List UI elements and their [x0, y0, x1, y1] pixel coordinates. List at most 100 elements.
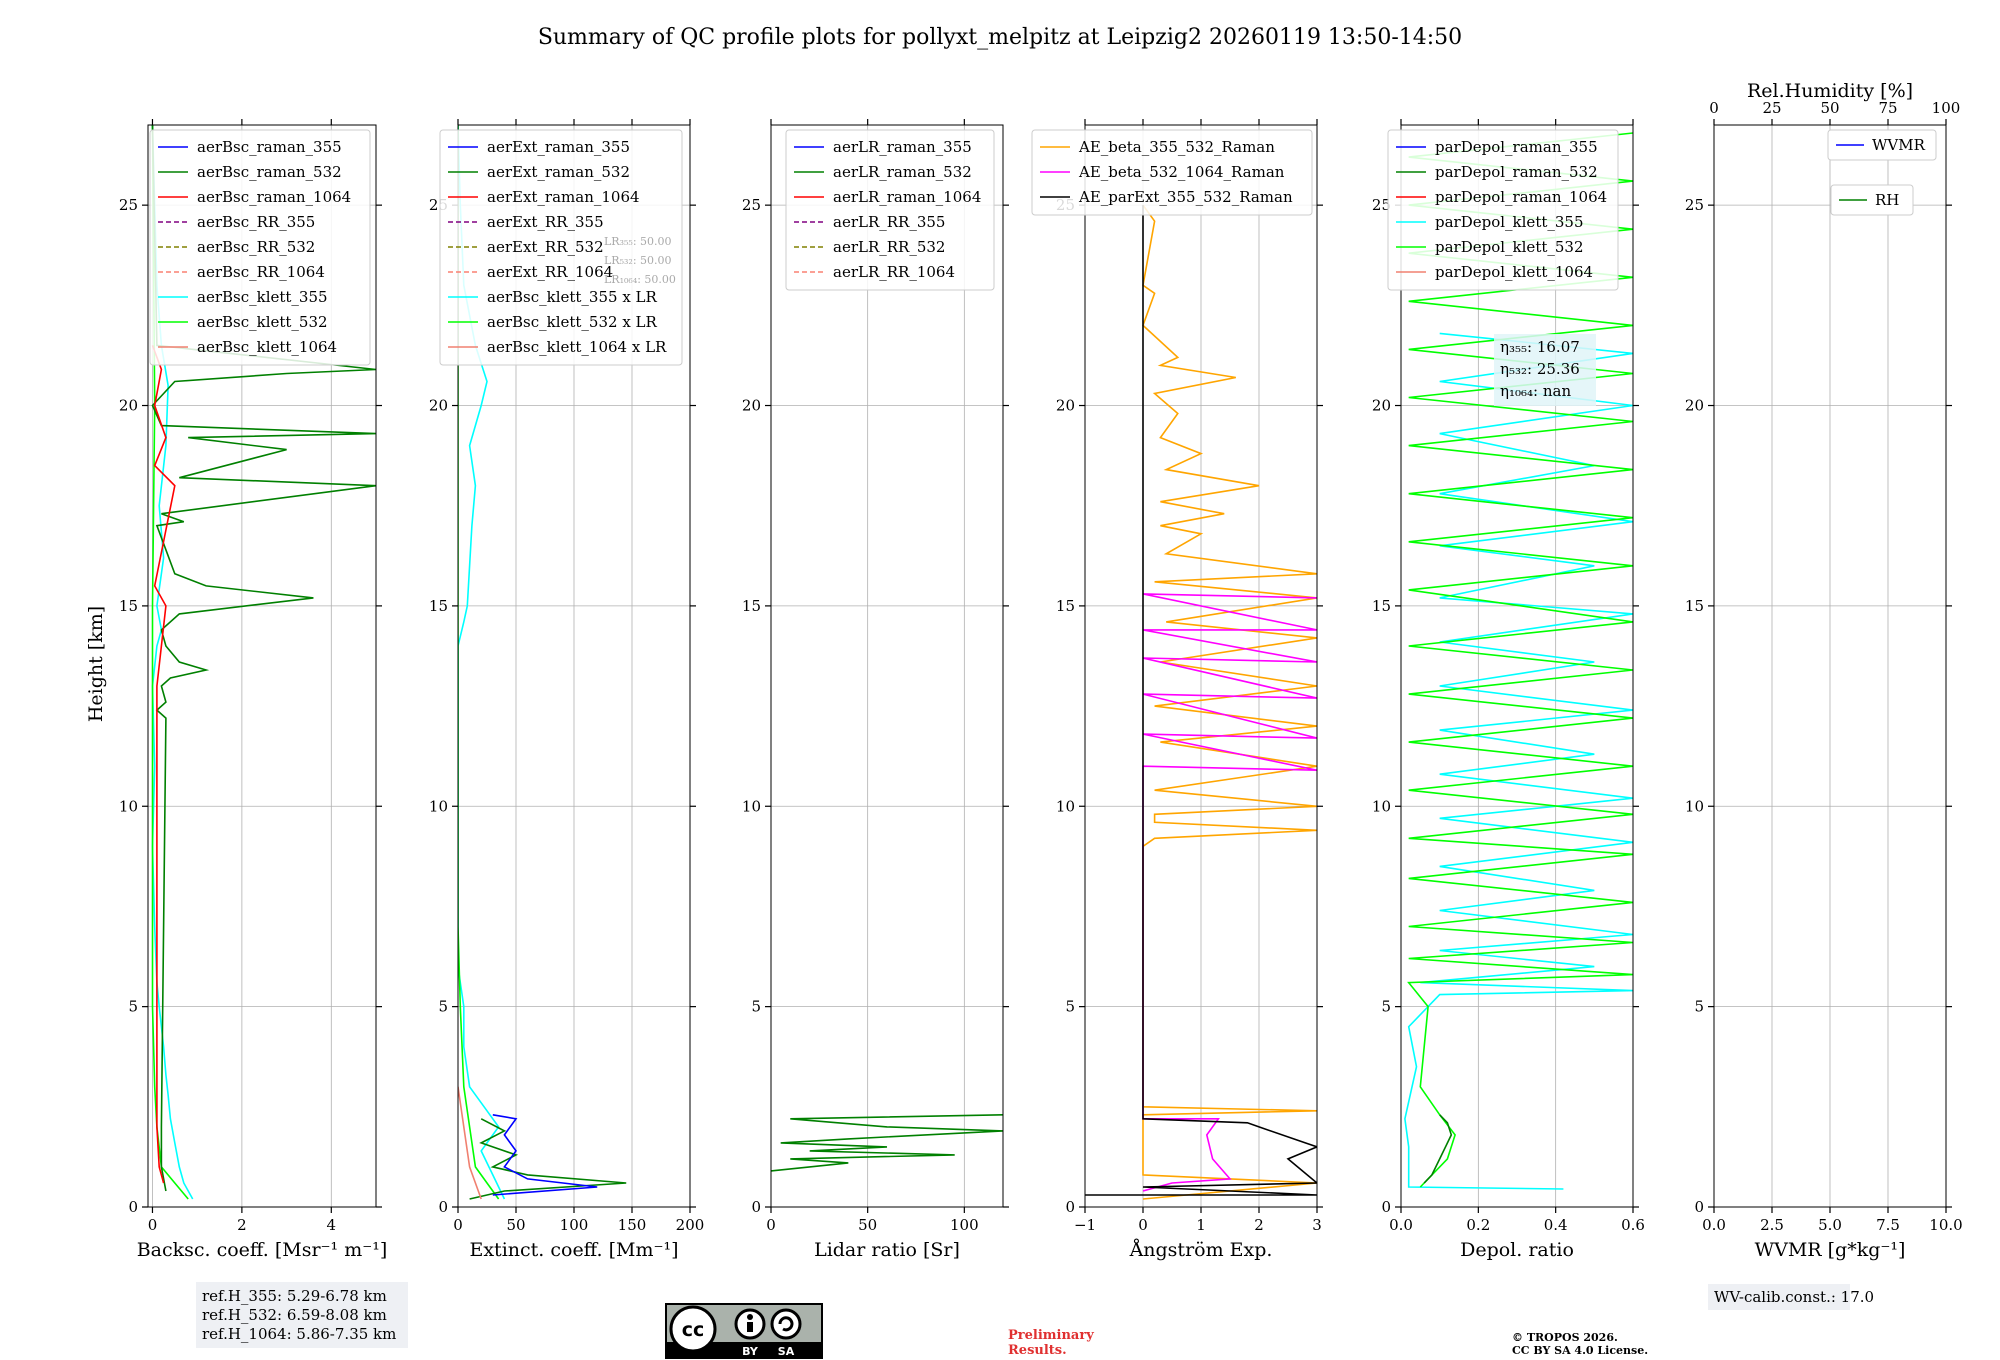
legend-label-ae-0: AE_beta_355_532_Raman	[1078, 138, 1275, 156]
ytick-label-lr-3: 15	[742, 597, 761, 615]
ytick-label-ext-0: 0	[438, 1198, 448, 1216]
legend-label-ae-1: AE_beta_532_1064_Raman	[1078, 163, 1285, 181]
eta-355: η₃₅₅: 16.07	[1500, 338, 1580, 356]
legend-label-lr-2: aerLR_raman_1064	[833, 188, 981, 206]
series-bsc-aerBsc_klett_355	[151, 125, 194, 1200]
legend-label-lr-1: aerLR_raman_532	[833, 163, 972, 181]
ytick-label-bsc-2: 10	[119, 797, 138, 815]
series-ext-aerBsc_klett_1064 x LR	[458, 1086, 482, 1200]
legend-box-depol	[1387, 129, 1619, 291]
xlabel-ext: Extinct. coeff. [Mm⁻¹]	[469, 1239, 678, 1261]
ytick-label-ae-4: 20	[1056, 397, 1075, 415]
legend-label-ext-8: aerBsc_klett_1064 x LR	[487, 338, 667, 356]
lr-info-1064: LR₁₀₆₄: 50.00	[604, 273, 676, 286]
legend-label-ext-7: aerBsc_klett_532 x LR	[487, 313, 658, 331]
series-depol-parDepol_raman_532	[1423, 1114, 1453, 1184]
ref-height-1064: ref.H_1064: 5.86-7.35 km	[202, 1325, 396, 1343]
xlabel-depol: Depol. ratio	[1460, 1239, 1574, 1261]
lr-info-532: LR₅₃₂: 50.00	[604, 254, 672, 267]
legend-label-bsc-2: aerBsc_raman_1064	[197, 188, 351, 206]
ytick-label-bsc-3: 15	[119, 597, 138, 615]
ref-heights-box: ref.H_355: 5.29-6.78 km ref.H_532: 6.59-…	[196, 1282, 408, 1348]
ytick-label-ae-1: 5	[1065, 998, 1075, 1016]
legend-label-wv-0: WVMR	[1872, 136, 1926, 154]
legend-label-lr-0: aerLR_raman_355	[833, 138, 972, 156]
ytick-label-depol-5: 25	[1372, 196, 1391, 214]
ytick-label-bsc-4: 20	[119, 397, 138, 415]
legend-label-ext-1: aerExt_raman_532	[487, 163, 630, 181]
lr-info-355: LR₃₅₅: 50.00	[604, 235, 672, 248]
xtick-label-ext-4: 200	[676, 1216, 705, 1234]
ytick-label-ae-2: 10	[1056, 797, 1075, 815]
xtick-label-ext-0: 0	[453, 1216, 463, 1234]
legend-label-ext-0: aerExt_raman_355	[487, 138, 630, 156]
xtick-label-ext-2: 100	[560, 1216, 589, 1234]
legend-label-lr-5: aerLR_RR_1064	[833, 263, 955, 281]
series-bsc-aerBsc_raman_532	[151, 125, 376, 1192]
legend-box-lr	[785, 129, 995, 291]
ytick-label-depol-0: 0	[1381, 1198, 1391, 1216]
legend-label-bsc-3: aerBsc_RR_355	[197, 213, 315, 231]
eta-1064: η₁₀₆₄: nan	[1500, 382, 1571, 400]
xtick-label-ae-2: 1	[1196, 1216, 1206, 1234]
panel-depol: 0.0 0.2 0.4 0.6 0 5 10 15 20 25 Depol. ratio parDep…	[1372, 119, 1645, 1261]
ytick-label-lr-1: 5	[751, 998, 761, 1016]
xtick-label-bsc-0: 0	[148, 1216, 158, 1234]
legend-box-ae	[1031, 129, 1313, 216]
cc-by-label: BY	[742, 1345, 759, 1358]
xtick-label-ae-0: −1	[1074, 1216, 1096, 1234]
ytick-label-lr-0: 0	[751, 1198, 761, 1216]
ytick-label-depol-4: 20	[1372, 397, 1391, 415]
panel-ae: −101230510152025Ångström Exp.AE_beta_355…	[1031, 119, 1323, 1261]
ytick-label-bsc-5: 25	[119, 196, 138, 214]
shared-y-label: Height [km]	[85, 606, 107, 722]
xtick-label-wv-1: 2.5	[1760, 1216, 1784, 1234]
ytick-label-wv-5: 25	[1685, 196, 1704, 214]
legend-label-bsc-8: aerBsc_klett_1064	[197, 338, 337, 356]
legend-label-bsc-7: aerBsc_klett_532	[197, 313, 328, 331]
xtick-label-ext-3: 150	[618, 1216, 647, 1234]
legend-label-lr-3: aerLR_RR_355	[833, 213, 945, 231]
ytick-label-wv-4: 20	[1685, 397, 1704, 415]
copyright-note: © TROPOS 2026. CC BY SA 4.0 License.	[1512, 1331, 1648, 1357]
preliminary-note: Preliminary Results.	[1008, 1328, 1094, 1358]
axes-frame-depol	[1400, 124, 1634, 1208]
legend-label-depol-4: parDepol_klett_532	[1435, 238, 1584, 256]
panel-lr: 0 50 100 0 5 10 15 20 25 Lidar ratio [Sr] aerLR_ra…	[742, 119, 1009, 1261]
legend-box-ext	[439, 129, 683, 366]
xtick-label-wv-0: 0.0	[1702, 1216, 1726, 1234]
top-xtick-label-wv-3: 75	[1878, 99, 1897, 117]
ytick-label-depol-1: 5	[1381, 998, 1391, 1016]
lr-info: LR₃₅₅: 50.00 LR₅₃₂: 50.00 LR₁₀₆₄: 50.00	[604, 235, 676, 286]
ytick-label-ext-2: 10	[429, 797, 448, 815]
wv-calib-text: WV-calib.const.: 17.0	[1714, 1288, 1874, 1306]
series-depol-parDepol_klett_355	[1404, 332, 1633, 1190]
xtick-label-depol-3: 0.6	[1621, 1216, 1645, 1234]
legend-label-bsc-0: aerBsc_raman_355	[197, 138, 342, 156]
xtick-label-bsc-1: 2	[237, 1216, 247, 1234]
legend-label-bsc-1: aerBsc_raman_532	[197, 163, 342, 181]
top-xtick-label-wv-1: 25	[1762, 99, 1781, 117]
xtick-label-ext-1: 50	[506, 1216, 525, 1234]
ref-height-355: ref.H_355: 5.29-6.78 km	[202, 1287, 387, 1305]
ytick-label-lr-5: 25	[742, 196, 761, 214]
ytick-label-wv-2: 10	[1685, 797, 1704, 815]
legend-label-bsc-6: aerBsc_klett_355	[197, 288, 328, 306]
legend-label-depol-5: parDepol_klett_1064	[1435, 263, 1593, 281]
legend-label-ext-3: aerExt_RR_355	[487, 213, 604, 231]
axes-frame-lr	[770, 124, 1004, 1208]
top-xtick-label-wv-4: 100	[1932, 99, 1961, 117]
xtick-label-depol-2: 0.4	[1544, 1216, 1568, 1234]
legend-box-wv-1	[1830, 184, 1914, 216]
page-title: Summary of QC profile plots for pollyxt_…	[538, 25, 1462, 50]
legend-label-wv-1: RH	[1875, 191, 1899, 209]
legend-label-ext-2: aerExt_raman_1064	[487, 188, 640, 206]
ytick-label-bsc-1: 5	[128, 998, 138, 1016]
legend-box-wv-0	[1827, 129, 1937, 161]
cc-icon: cc	[682, 1319, 705, 1341]
ytick-label-depol-2: 10	[1372, 797, 1391, 815]
series-lr-aerLR_raman_532	[771, 1114, 1003, 1172]
series-ext-aerExt_raman_532	[469, 1118, 627, 1200]
